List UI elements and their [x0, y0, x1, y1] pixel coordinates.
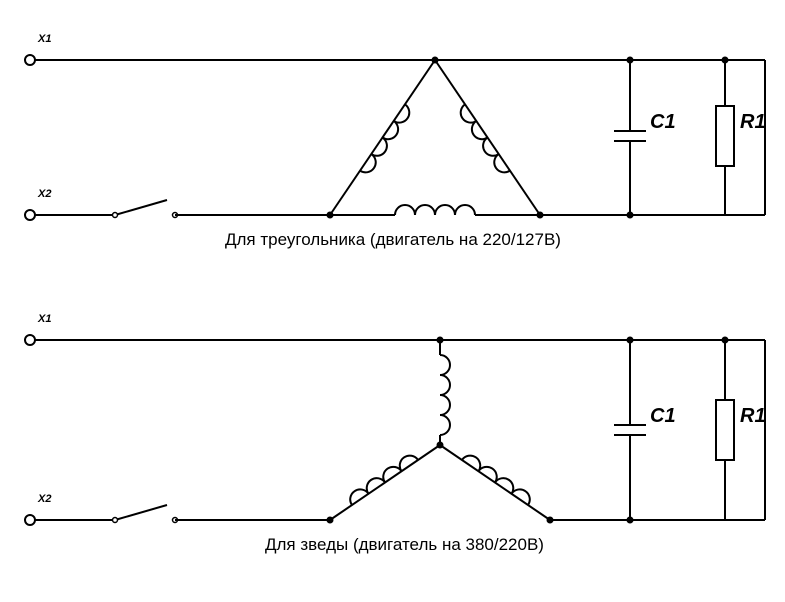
terminal-x1	[25, 335, 35, 345]
resistor-label: R1	[740, 405, 766, 427]
caption-delta: Для треугольника (двигатель на 220/127В)	[225, 230, 561, 249]
resistor	[716, 400, 734, 460]
resistor	[716, 106, 734, 166]
inductor-star-left	[346, 452, 418, 505]
terminal-x1	[25, 55, 35, 65]
circuit-delta: X1 X2	[25, 33, 766, 249]
terminal-x1-label: X1	[37, 33, 51, 45]
resistor-label: R1	[740, 111, 766, 133]
terminal-x2	[25, 210, 35, 220]
capacitor	[614, 425, 646, 435]
circuit-star: X1 X2 C1	[25, 313, 766, 554]
terminal-x2-label: X2	[37, 188, 51, 200]
inductor-star-top	[440, 355, 450, 435]
capacitor-label: C1	[650, 405, 676, 427]
capacitor	[614, 131, 646, 141]
terminal-x1-label: X1	[37, 313, 51, 325]
capacitor-label: C1	[650, 111, 676, 133]
schematic-root: X1 X2	[0, 0, 785, 602]
switch	[105, 505, 178, 523]
inductor-star-right	[462, 452, 534, 505]
inductor-delta-left-coil	[360, 104, 413, 176]
caption-star: Для зведы (двигатель на 380/220В)	[265, 535, 544, 554]
inductor-delta-bottom	[395, 205, 475, 215]
terminal-x2	[25, 515, 35, 525]
switch	[105, 200, 178, 218]
inductor-delta-right-coil	[457, 104, 510, 176]
terminal-x2-label: X2	[37, 493, 51, 505]
